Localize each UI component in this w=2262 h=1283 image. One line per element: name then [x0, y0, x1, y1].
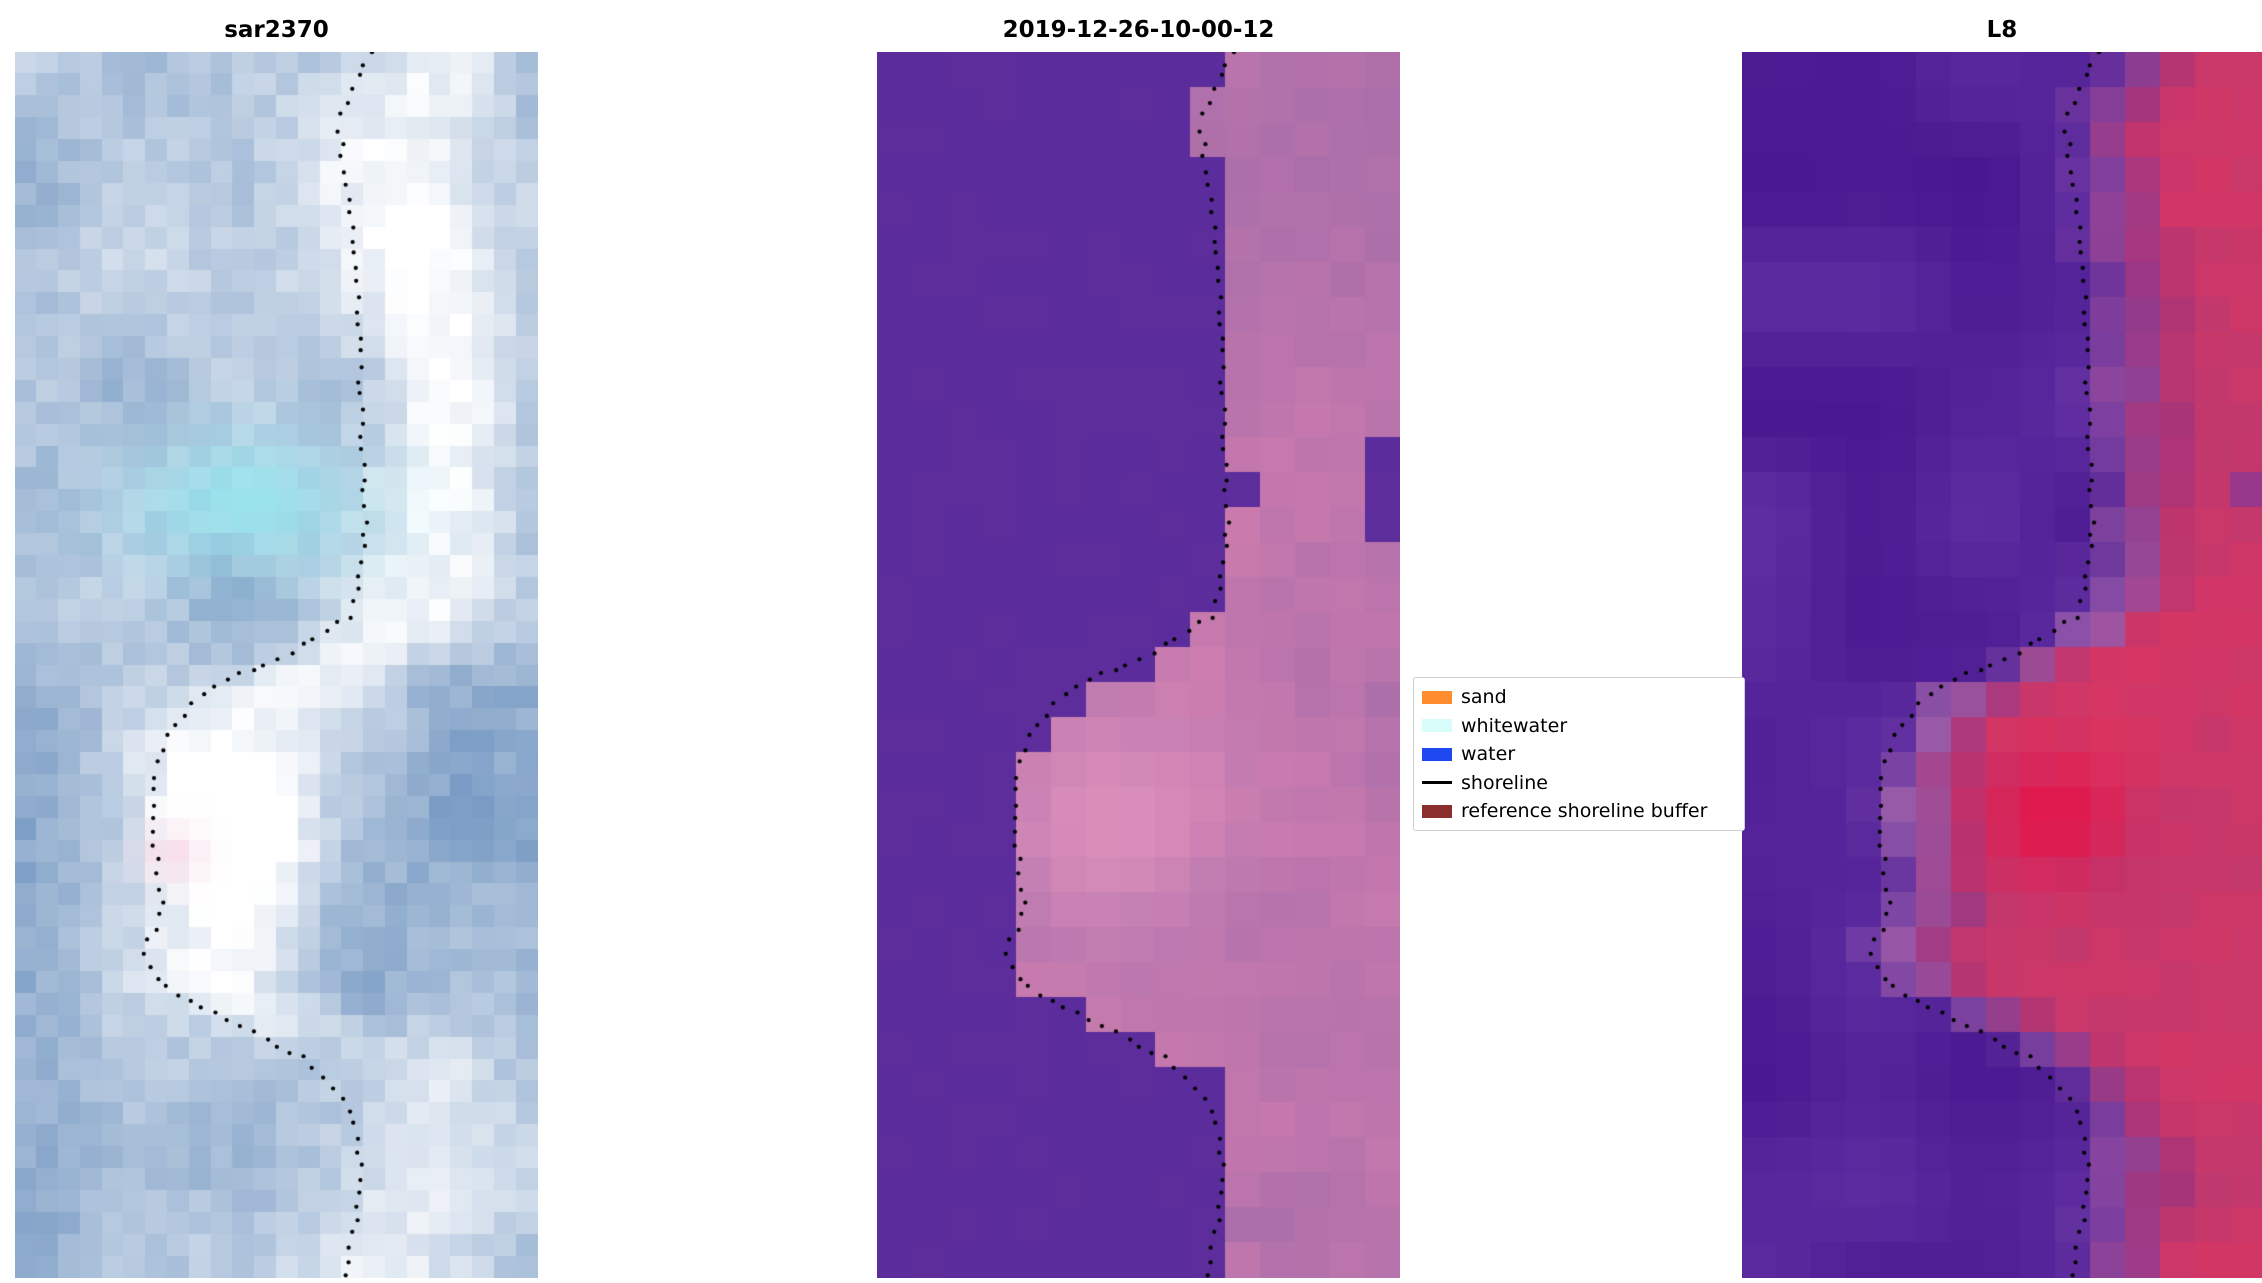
- legend-patch-swatch: [1422, 804, 1452, 818]
- legend-label: water: [1461, 743, 1516, 766]
- legend: sand whitewater water shoreline reference sh…: [1413, 677, 1745, 831]
- legend-entry-reference-shoreline-buffer: reference shoreline buffer: [1422, 797, 1744, 826]
- l8-image: [1742, 52, 2262, 1278]
- legend-label: reference shoreline buffer: [1461, 800, 1708, 823]
- legend-patch-swatch: [1422, 719, 1452, 733]
- panel-title-sar2370: sar2370: [224, 17, 329, 43]
- classified-image: [877, 52, 1400, 1278]
- legend-patch-swatch: [1422, 747, 1452, 761]
- panel-title-l8: L8: [1986, 17, 2018, 43]
- legend-entry-sand: sand: [1422, 683, 1744, 712]
- legend-line-swatch: [1422, 781, 1452, 785]
- legend-label: shoreline: [1461, 771, 1548, 794]
- panel-l8: L8: [1742, 12, 2262, 1278]
- legend-label: whitewater: [1461, 714, 1568, 737]
- legend-entry-water: water: [1422, 740, 1744, 769]
- panel-sar2370: sar2370: [15, 12, 538, 1278]
- sar2370-image: [15, 52, 538, 1278]
- legend-rows: sand whitewater water shoreline reference sh…: [1422, 683, 1744, 826]
- legend-patch-swatch: [1422, 690, 1452, 704]
- legend-entry-shoreline: shoreline: [1422, 769, 1744, 798]
- panel-title-classified: 2019-12-26-10-00-12: [1002, 17, 1275, 43]
- panel-classified: 2019-12-26-10-00-12: [877, 12, 1400, 1278]
- legend-entry-whitewater: whitewater: [1422, 712, 1744, 741]
- legend-label: sand: [1461, 686, 1507, 709]
